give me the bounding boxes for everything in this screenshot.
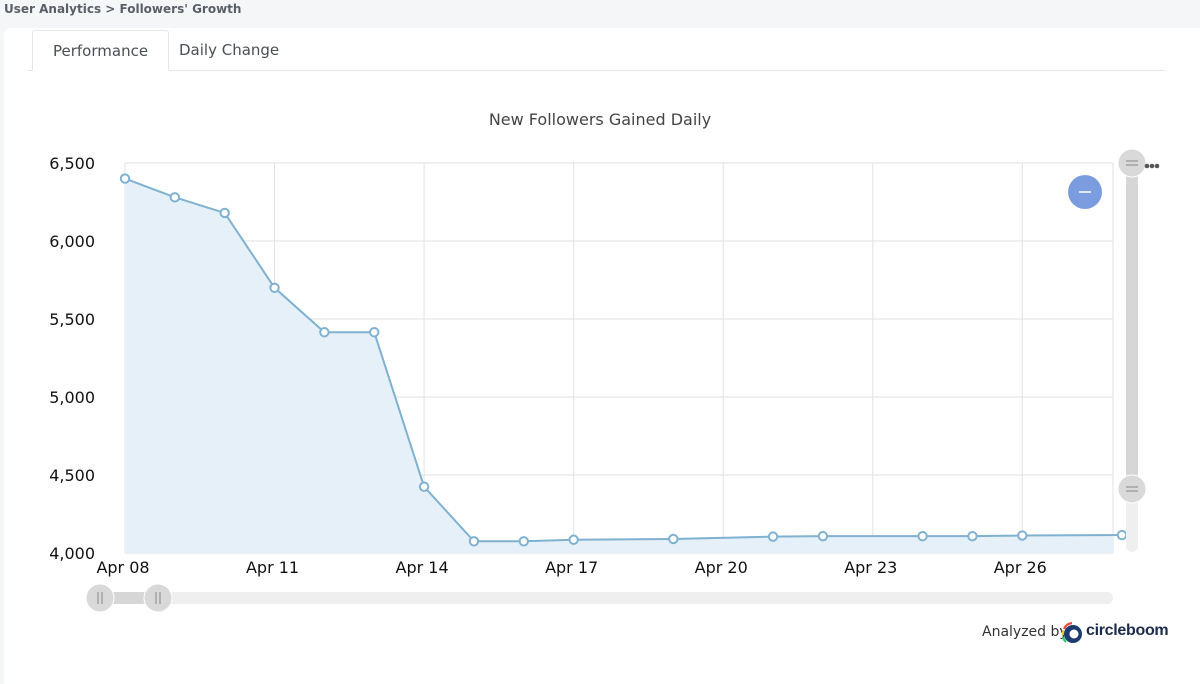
horizontal-scroll-handle-right[interactable] xyxy=(143,583,173,613)
data-point xyxy=(917,530,928,542)
vertical-scrollbar-thumb[interactable] xyxy=(1126,164,1138,488)
tab-bar: Performance Daily Change xyxy=(28,30,1166,71)
y-tick-label: 4,000 xyxy=(49,544,95,563)
vertical-scroll-handle-top[interactable] xyxy=(1117,148,1147,178)
x-tick-label: Apr 17 xyxy=(545,558,598,577)
y-axis-ticks: 6,500 6,000 5,500 5,000 4,500 4,000 xyxy=(49,154,95,563)
data-point xyxy=(1116,529,1128,541)
zoom-out-button[interactable] xyxy=(1068,175,1102,209)
horizontal-scrollbar-thumb[interactable] xyxy=(100,592,158,604)
x-tick-label: Apr 11 xyxy=(246,558,299,577)
x-tick-label: Apr 26 xyxy=(994,558,1047,577)
tab-daily-change[interactable]: Daily Change xyxy=(179,41,280,59)
x-tick-label: Apr 20 xyxy=(695,558,748,577)
data-point xyxy=(219,207,230,219)
x-axis-ticks: Apr 08 Apr 11 Apr 14 Apr 17 Apr 20 Apr 23 Apr … xyxy=(96,558,1046,577)
y-tick-label: 6,000 xyxy=(49,232,95,251)
data-point xyxy=(518,536,529,547)
data-point xyxy=(1017,530,1028,541)
data-point xyxy=(817,530,829,542)
x-tick-label: Apr 14 xyxy=(396,558,449,577)
more-options-icon[interactable] xyxy=(1144,163,1160,169)
data-point xyxy=(967,530,978,542)
y-tick-label: 5,000 xyxy=(49,388,95,407)
brand-name: circleboom xyxy=(1086,622,1169,639)
analyzed-by-label: Analyzed by xyxy=(982,624,1068,640)
data-point xyxy=(418,481,430,492)
chart-title: New Followers Gained Daily xyxy=(488,110,712,129)
data-point xyxy=(369,327,380,338)
data-point xyxy=(269,282,280,293)
data-point xyxy=(468,536,480,547)
y-tick-label: 6,500 xyxy=(49,154,95,173)
vertical-scroll-handle-bottom[interactable] xyxy=(1117,474,1147,504)
horizontal-scrollbar-track[interactable] xyxy=(88,592,1113,604)
x-tick-label: Apr 08 xyxy=(96,558,149,577)
data-point xyxy=(767,531,779,542)
chart-points xyxy=(119,173,1128,547)
chart-area-layer xyxy=(124,177,1123,553)
y-tick-label: 5,500 xyxy=(49,310,95,329)
data-point xyxy=(119,173,131,184)
series-area xyxy=(125,178,1122,553)
data-point xyxy=(319,327,330,338)
data-point xyxy=(668,533,679,545)
breadcrumb[interactable]: User Analytics > Followers' Growth xyxy=(4,2,242,16)
tab-performance[interactable]: Performance xyxy=(32,30,170,71)
data-point xyxy=(169,192,181,203)
x-tick-label: Apr 23 xyxy=(844,558,897,577)
circleboom-logo-icon xyxy=(1061,621,1082,643)
series-line xyxy=(124,177,1123,543)
data-point xyxy=(568,534,579,545)
y-tick-label: 4,500 xyxy=(49,466,95,485)
horizontal-scroll-handle-left[interactable] xyxy=(85,583,115,613)
